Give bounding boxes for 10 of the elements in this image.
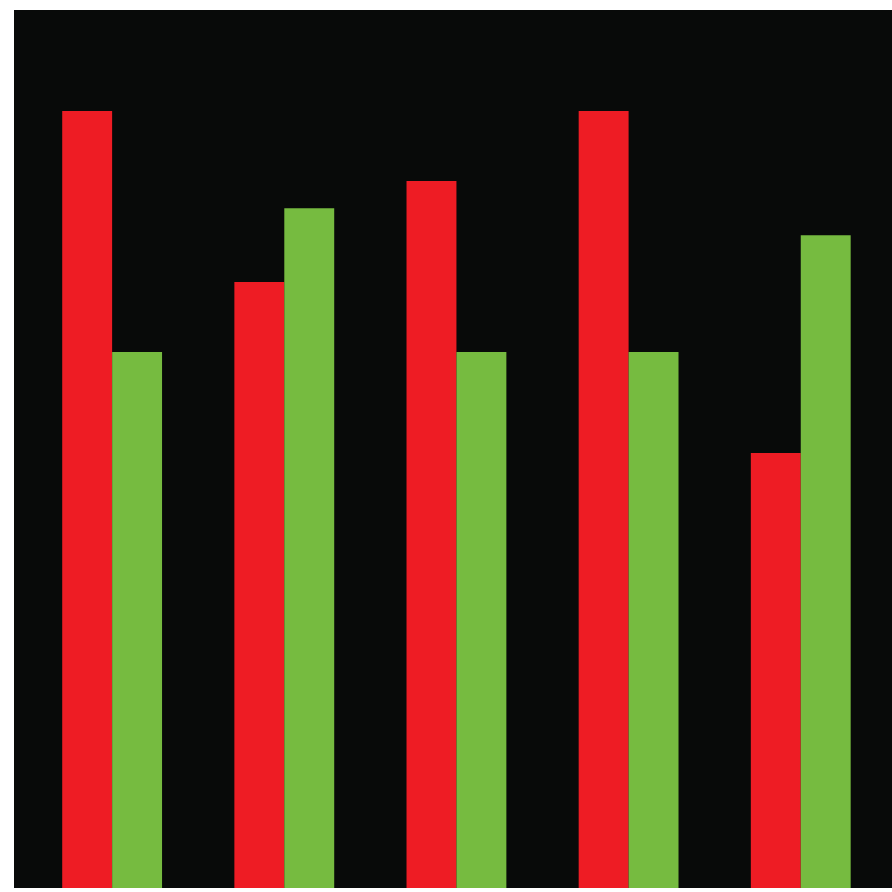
bar bbox=[750, 452, 801, 888]
bar bbox=[62, 111, 113, 888]
bar bbox=[234, 281, 285, 888]
bar bbox=[628, 351, 679, 888]
bar bbox=[284, 208, 335, 888]
bar bbox=[112, 351, 163, 888]
bar bbox=[406, 180, 457, 888]
bar bbox=[578, 111, 629, 888]
bar bbox=[456, 351, 507, 888]
bar bbox=[800, 235, 851, 888]
